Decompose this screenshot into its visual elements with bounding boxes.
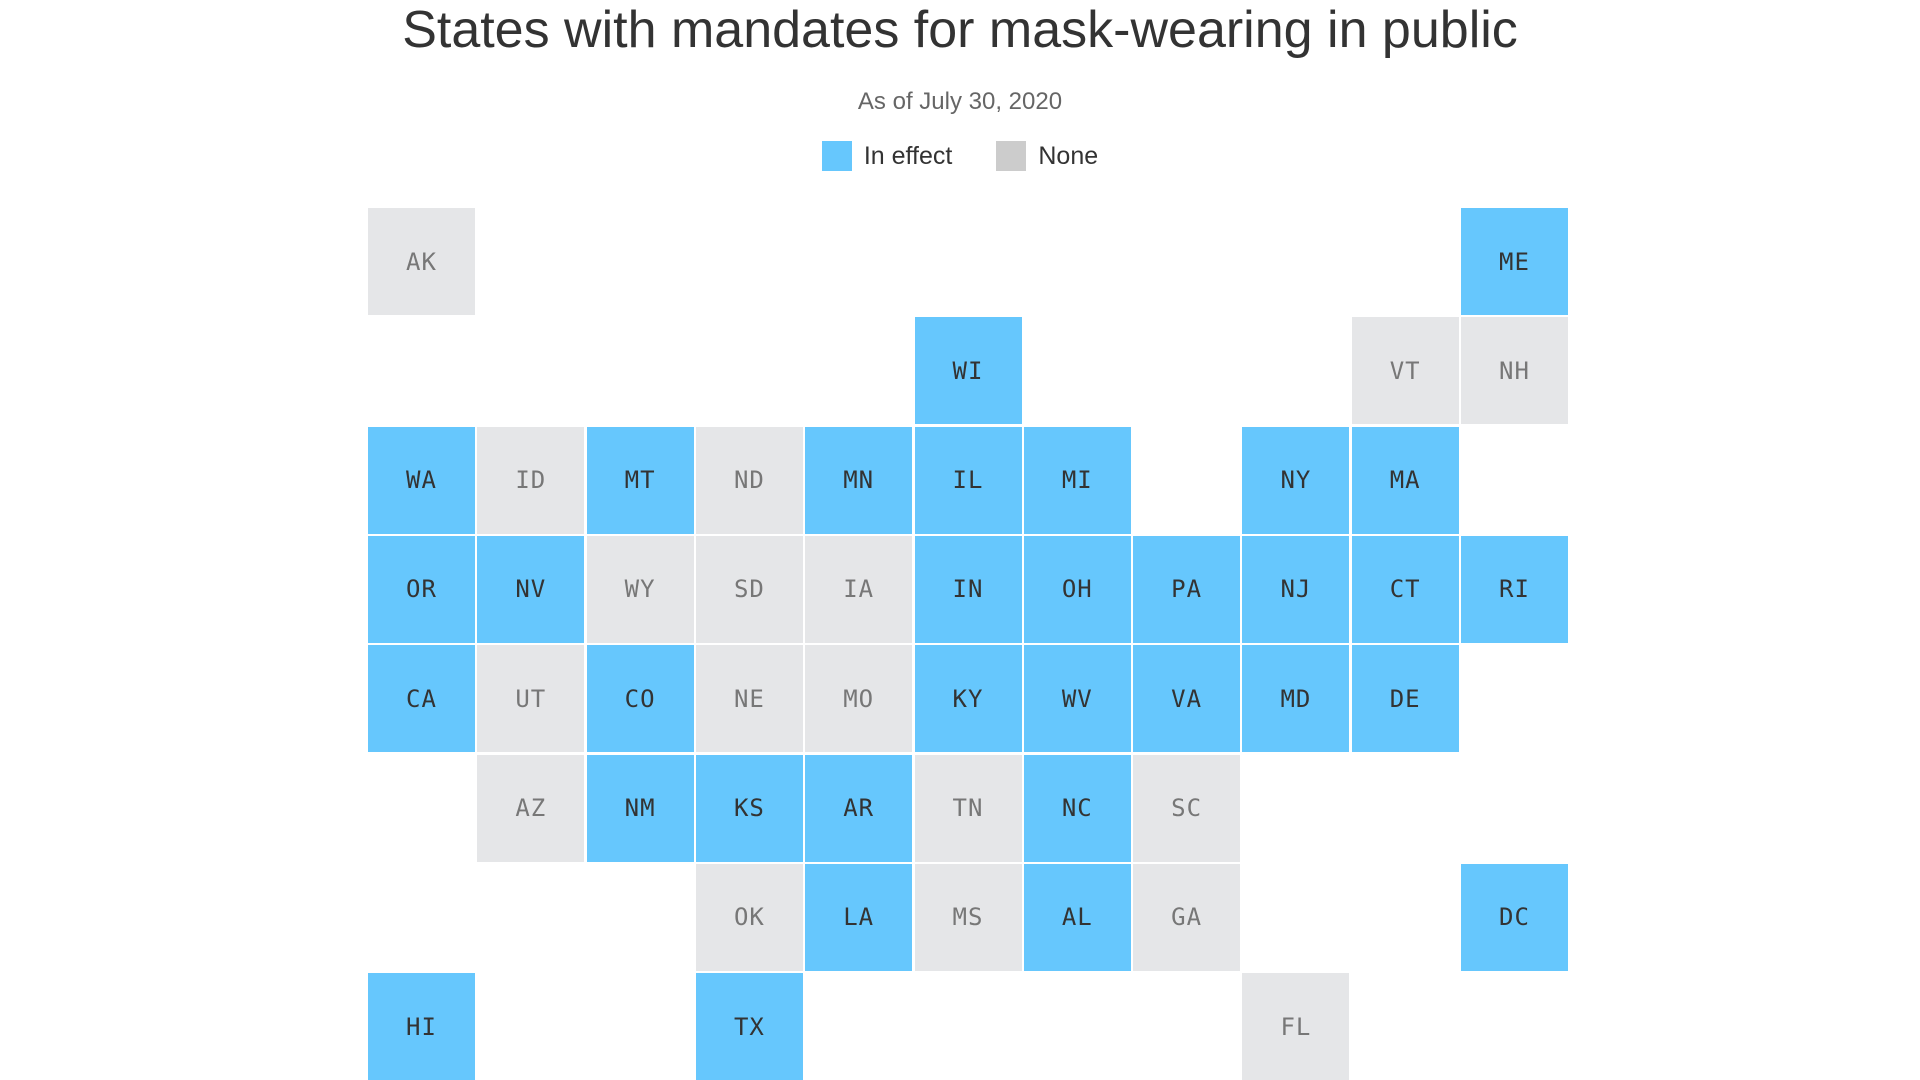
state-tile-ia: IA	[805, 535, 913, 643]
legend-item-none: None	[996, 141, 1098, 171]
legend: In effect None	[0, 140, 1920, 172]
state-tile-mo: MO	[805, 645, 913, 753]
state-tile-ne: NE	[695, 645, 803, 753]
state-tile-sc: SC	[1133, 754, 1241, 862]
state-tile-wv: WV	[1023, 645, 1131, 753]
state-tile-ca: CA	[368, 645, 475, 753]
state-tile-nj: NJ	[1242, 535, 1350, 643]
state-tile-il: IL	[914, 426, 1022, 534]
state-tile-tn: TN	[914, 754, 1022, 862]
state-tile-de: DE	[1351, 645, 1459, 753]
state-tile-id: ID	[477, 426, 585, 534]
state-tile-ga: GA	[1133, 863, 1241, 971]
map-subtitle: As of July 30, 2020	[857, 88, 1063, 115]
state-tile-sd: SD	[695, 535, 803, 643]
state-tile-ok: OK	[695, 863, 803, 971]
state-tile-az: AZ	[477, 754, 585, 862]
state-tile-nm: NM	[586, 754, 694, 862]
state-tile-me: ME	[1461, 208, 1568, 315]
state-tile-hi: HI	[368, 973, 475, 1080]
state-tile-pa: PA	[1133, 535, 1241, 643]
state-tile-tx: TX	[695, 973, 803, 1080]
legend-swatch-none	[996, 141, 1027, 171]
legend-swatch-in-effect	[821, 141, 852, 171]
state-tile-ma: MA	[1351, 426, 1459, 534]
state-tile-ri: RI	[1461, 535, 1568, 643]
legend-label-in-effect: In effect	[863, 141, 953, 170]
legend-item-in-effect: In effect	[821, 141, 953, 171]
state-tile-va: VA	[1133, 645, 1241, 753]
state-tile-ny: NY	[1242, 426, 1350, 534]
state-tile-ak: AK	[368, 208, 475, 315]
state-tile-la: LA	[805, 863, 913, 971]
state-tile-in: IN	[914, 535, 1022, 643]
legend-label-none: None	[1038, 141, 1099, 170]
state-tile-ms: MS	[914, 863, 1022, 971]
state-tile-nd: ND	[695, 426, 803, 534]
state-tile-mn: MN	[805, 426, 913, 534]
state-tile-ar: AR	[805, 754, 913, 862]
state-tile-ct: CT	[1351, 535, 1459, 643]
state-tile-wy: WY	[586, 535, 694, 643]
state-tile-ky: KY	[914, 645, 1022, 753]
state-tile-fl: FL	[1242, 973, 1350, 1080]
state-tile-nh: NH	[1461, 317, 1568, 425]
map-title: States with mandates for mask-wearing in…	[402, 1, 1518, 59]
state-tile-co: CO	[586, 645, 694, 753]
state-tile-dc: DC	[1461, 863, 1568, 971]
state-tile-nc: NC	[1023, 754, 1131, 862]
state-tile-vt: VT	[1351, 317, 1459, 425]
state-tile-oh: OH	[1023, 535, 1131, 643]
state-tile-or: OR	[368, 535, 475, 643]
state-tile-al: AL	[1023, 863, 1131, 971]
state-tile-ut: UT	[477, 645, 585, 753]
state-tile-ks: KS	[695, 754, 803, 862]
state-tile-mi: MI	[1023, 426, 1131, 534]
state-tile-md: MD	[1242, 645, 1350, 753]
state-tile-wa: WA	[368, 426, 475, 534]
state-tile-mt: MT	[586, 426, 694, 534]
state-tile-nv: NV	[477, 535, 585, 643]
state-tile-wi: WI	[914, 317, 1022, 425]
